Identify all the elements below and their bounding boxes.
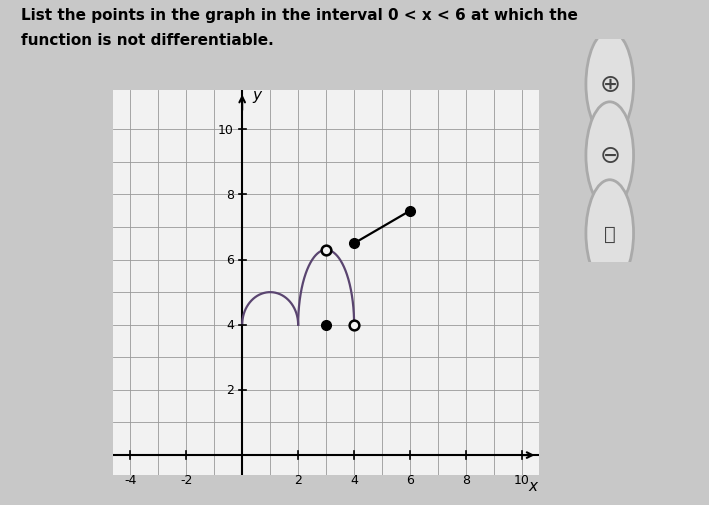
Text: 4: 4 bbox=[226, 319, 234, 332]
Text: y: y bbox=[252, 88, 261, 103]
Text: ⤢: ⤢ bbox=[604, 224, 615, 243]
Text: x: x bbox=[529, 478, 537, 493]
Circle shape bbox=[586, 180, 634, 287]
Text: 8: 8 bbox=[462, 473, 470, 486]
Text: ⊕: ⊕ bbox=[599, 73, 620, 97]
Circle shape bbox=[586, 103, 634, 209]
Text: 2: 2 bbox=[294, 473, 302, 486]
Text: 6: 6 bbox=[406, 473, 414, 486]
Text: 8: 8 bbox=[225, 188, 234, 201]
Text: -2: -2 bbox=[180, 473, 192, 486]
Text: 6: 6 bbox=[226, 254, 234, 267]
Text: List the points in the graph in the interval 0 < x < 6 at which the: List the points in the graph in the inte… bbox=[21, 8, 578, 23]
Text: function is not differentiable.: function is not differentiable. bbox=[21, 33, 274, 48]
Text: -4: -4 bbox=[124, 473, 136, 486]
Text: 10: 10 bbox=[218, 123, 234, 136]
Text: 2: 2 bbox=[226, 384, 234, 396]
Text: 4: 4 bbox=[350, 473, 358, 486]
Circle shape bbox=[586, 31, 634, 138]
Text: 10: 10 bbox=[514, 473, 530, 486]
Text: ⊖: ⊖ bbox=[599, 144, 620, 168]
